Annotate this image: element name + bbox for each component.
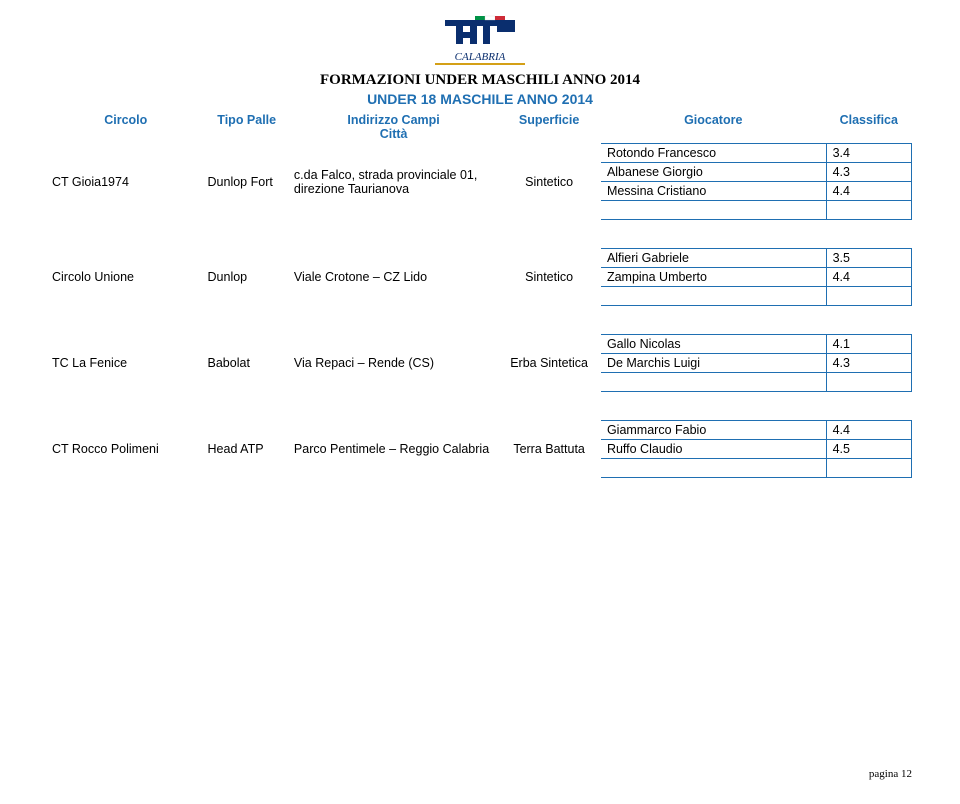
hdr-circolo: Circolo [48, 111, 204, 143]
player-name: Gallo Nicolas [601, 335, 826, 354]
cell-players: Giammarco FabioRuffo Claudio [601, 420, 826, 478]
player-name: Zampina Umberto [601, 268, 826, 287]
player-class: 4.1 [826, 335, 911, 354]
player-name: Giammarco Fabio [601, 421, 826, 440]
cell-indirizzo: Via Repaci – Rende (CS) [290, 334, 497, 392]
player-name: De Marchis Luigi [601, 354, 826, 373]
fit-logo: CALABRIA [425, 12, 535, 77]
cell-players: Alfieri GabrieleZampina Umberto [601, 248, 826, 306]
table-row: CT Rocco PolimeniHead ATPParco Pentimele… [48, 420, 912, 478]
page-number: pagina 12 [869, 768, 912, 780]
player-class: 3.5 [826, 249, 911, 268]
title-sub: UNDER 18 MASCHILE ANNO 2014 [48, 91, 912, 107]
cell-classifica: 4.14.3 [826, 334, 912, 392]
player-class: 4.4 [826, 268, 911, 287]
cell-indirizzo: Parco Pentimele – Reggio Calabria [290, 420, 497, 478]
header-table: Circolo Tipo Palle Indirizzo Campi Città… [48, 111, 912, 143]
player-class [826, 373, 911, 392]
cell-superficie: Terra Battuta [497, 420, 601, 478]
hdr-indirizzo: Indirizzo Campi Città [290, 111, 497, 143]
player-name: Alfieri Gabriele [601, 249, 826, 268]
player-name: Rotondo Francesco [601, 144, 826, 163]
cell-indirizzo: Viale Crotone – CZ Lido [290, 248, 497, 306]
cell-superficie: Erba Sintetica [497, 334, 601, 392]
cell-classifica: 4.44.5 [826, 420, 912, 478]
cell-tipo-palle: Babolat [204, 334, 290, 392]
player-class: 4.3 [826, 354, 911, 373]
player-class [826, 459, 911, 478]
cell-tipo-palle: Dunlop Fort [204, 143, 290, 220]
table-row: CT Gioia1974Dunlop Fortc.da Falco, strad… [48, 143, 912, 220]
cell-circolo: CT Rocco Polimeni [48, 420, 204, 478]
player-class: 4.4 [826, 182, 911, 201]
player-class: 4.5 [826, 440, 911, 459]
logo-region-text: CALABRIA [455, 51, 506, 63]
cell-tipo-palle: Dunlop [204, 248, 290, 306]
hdr-giocatore: Giocatore [601, 111, 826, 143]
hdr-superficie: Superficie [497, 111, 601, 143]
player-class: 4.4 [826, 421, 911, 440]
cell-tipo-palle: Head ATP [204, 420, 290, 478]
cell-circolo: CT Gioia1974 [48, 143, 204, 220]
player-class [826, 201, 911, 220]
hdr-tipo-palle: Tipo Palle [204, 111, 290, 143]
cell-classifica: 3.44.34.4 [826, 143, 912, 220]
player-name [601, 459, 826, 478]
cell-circolo: TC La Fenice [48, 334, 204, 392]
player-name [601, 201, 826, 220]
player-class [826, 287, 911, 306]
cell-superficie: Sintetico [497, 143, 601, 220]
player-name [601, 287, 826, 306]
cell-players: Gallo NicolasDe Marchis Luigi [601, 334, 826, 392]
player-class: 4.3 [826, 163, 911, 182]
cell-players: Rotondo FrancescoAlbanese GiorgioMessina… [601, 143, 826, 220]
cell-superficie: Sintetico [497, 248, 601, 306]
cell-indirizzo: c.da Falco, strada provinciale 01, direz… [290, 143, 497, 220]
player-name: Ruffo Claudio [601, 440, 826, 459]
player-class: 3.4 [826, 144, 911, 163]
table-row: Circolo UnioneDunlopViale Crotone – CZ L… [48, 248, 912, 306]
player-name: Messina Cristiano [601, 182, 826, 201]
cell-classifica: 3.54.4 [826, 248, 912, 306]
player-name: Albanese Giorgio [601, 163, 826, 182]
table-row: TC La FeniceBabolatVia Repaci – Rende (C… [48, 334, 912, 392]
hdr-classifica: Classifica [826, 111, 912, 143]
cell-circolo: Circolo Unione [48, 248, 204, 306]
player-name [601, 373, 826, 392]
